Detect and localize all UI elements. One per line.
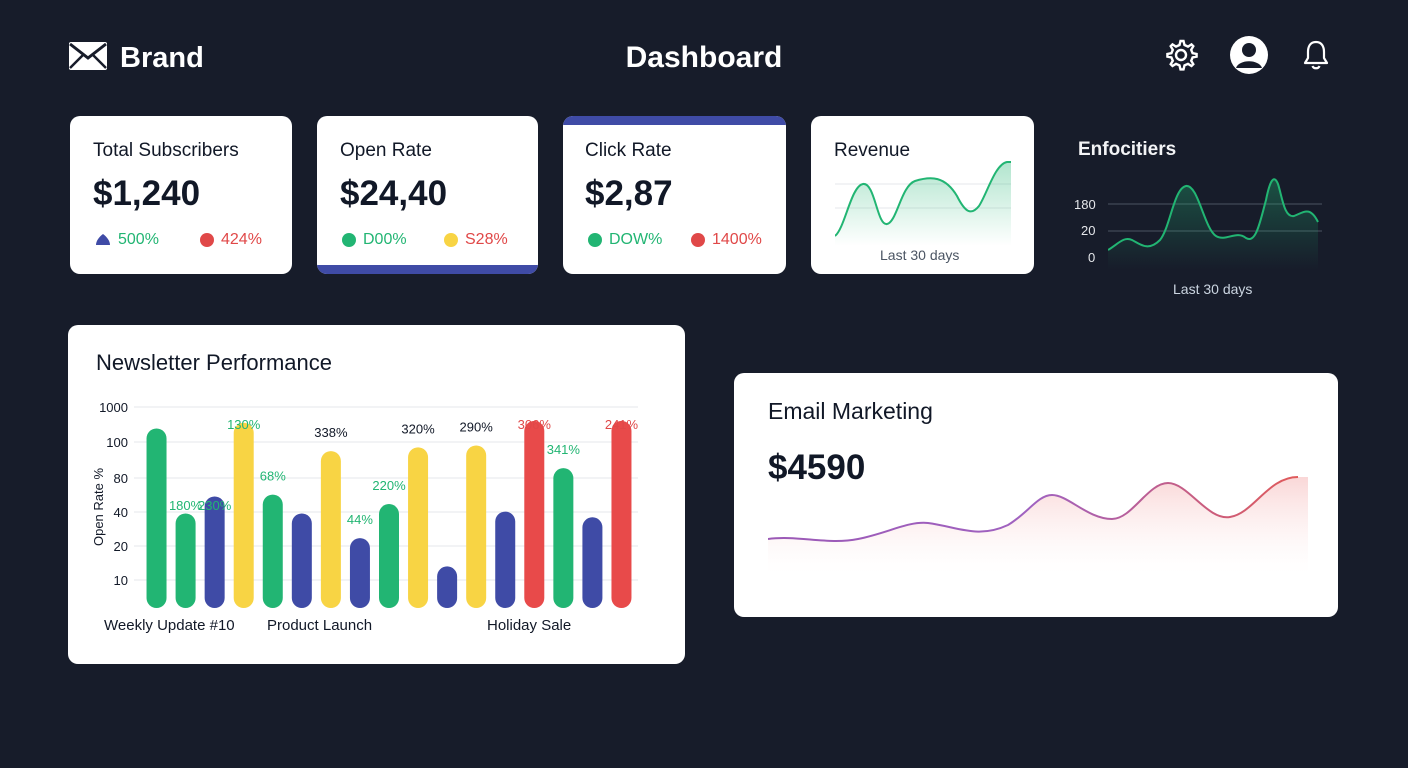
bar[interactable] [349, 538, 370, 608]
bar[interactable] [291, 513, 312, 609]
category-label: Holiday Sale [487, 617, 571, 634]
brand-name: Brand [120, 41, 204, 74]
category-label: Product Launch [267, 617, 372, 634]
bell-icon[interactable] [1296, 35, 1336, 75]
card-accent-bar [317, 265, 538, 274]
bar[interactable] [495, 511, 516, 608]
y-tick-label: 80 [114, 471, 128, 486]
bar-data-label: 341% [547, 442, 581, 457]
delta-negative: S28% [444, 231, 508, 249]
brand[interactable]: Brand [68, 38, 204, 78]
bar[interactable] [582, 517, 603, 608]
bar[interactable] [524, 420, 545, 608]
red-dot-icon [200, 233, 214, 247]
bar-data-label: 130% [227, 417, 261, 432]
stat-value: $1,240 [93, 174, 201, 213]
bar-data-label: 68% [260, 469, 286, 484]
bar[interactable] [611, 420, 632, 608]
delta-value: D00% [363, 231, 407, 248]
delta-value: 1400% [712, 231, 762, 248]
stat-value: $2,87 [585, 174, 673, 213]
y-tick: 20 [1081, 223, 1096, 238]
email-marketing-value: $4590 [768, 448, 866, 487]
bar-data-label: 290% [460, 419, 494, 434]
triangle-up-icon [96, 234, 110, 245]
stat-card-total-subscribers[interactable]: Total Subscribers $1,240 500% 424% [70, 116, 292, 274]
yellow-dot-icon [444, 233, 458, 247]
revenue-card[interactable]: Revenue Last 30 days [811, 116, 1034, 274]
delta-negative: 1400% [691, 231, 762, 249]
delta-value: S28% [465, 231, 508, 248]
email-marketing-title: Email Marketing [768, 398, 933, 424]
delta-positive: 500% [95, 231, 159, 249]
y-axis-label: Open Rate % [91, 468, 106, 546]
delta-value: 424% [221, 231, 262, 248]
bar[interactable] [233, 422, 254, 608]
bar-data-label: 220% [372, 478, 406, 493]
bar[interactable] [262, 494, 283, 608]
performance-chart: 1000 100 80 40 20 10 Open Rate % 180%230% 130% 68… [91, 400, 639, 634]
y-tick: 180 [1074, 197, 1096, 212]
delta-value: DOW% [609, 231, 663, 248]
stat-card-open-rate[interactable]: Open Rate $24,40 D00% S28% [317, 116, 538, 274]
revenue-title: Revenue [834, 140, 911, 161]
stat-title: Total Subscribers [93, 140, 239, 161]
bar-data-label: 338% [314, 425, 348, 440]
delta-negative: 424% [200, 231, 262, 249]
dark-widget-chart: 180 20 0 [1072, 170, 1328, 270]
bar[interactable] [437, 566, 458, 608]
green-dot-icon [342, 233, 356, 247]
bar-data-label: 241% [605, 417, 639, 432]
card-accent-bar [563, 116, 786, 125]
y-tick-label: 40 [114, 505, 128, 520]
y-tick-label: 10 [114, 573, 128, 588]
bar-data-label: 230% [198, 498, 232, 513]
mail-icon [68, 41, 108, 76]
bar[interactable] [379, 504, 399, 608]
category-label: Weekly Update #10 [104, 617, 235, 634]
delta-positive: DOW% [588, 231, 662, 249]
dark-widget-title: Enfocitiers [1078, 139, 1177, 160]
revenue-sparkline [835, 161, 1011, 246]
stat-title: Click Rate [585, 140, 672, 161]
y-tick-label: 100 [106, 435, 128, 450]
stat-card-click-rate[interactable]: Click Rate $2,87 DOW% 1400% [563, 116, 786, 274]
performance-card[interactable]: Newsletter Performance 1000 100 80 40 20 10 Op… [68, 325, 685, 664]
red-dot-icon [691, 233, 705, 247]
bar-data-label: 320% [401, 421, 435, 436]
stat-value: $24,40 [340, 174, 448, 213]
y-tick: 0 [1088, 250, 1096, 265]
bar[interactable] [204, 496, 225, 608]
email-marketing-wave [768, 476, 1308, 573]
dark-widget-caption: Last 30 days [1173, 281, 1253, 297]
bar-data-label: 44% [347, 512, 373, 527]
bar[interactable] [553, 468, 574, 608]
delta-value: 500% [118, 231, 159, 248]
bar-data-label: 180% [169, 498, 203, 513]
delta-positive: D00% [342, 231, 407, 249]
page-title: Dashboard [625, 41, 783, 74]
bar[interactable] [466, 445, 487, 608]
avatar-icon[interactable] [1229, 35, 1269, 75]
revenue-caption: Last 30 days [880, 247, 960, 263]
green-dot-icon [588, 233, 602, 247]
y-tick-label: 1000 [99, 400, 128, 415]
stat-title: Open Rate [340, 140, 432, 161]
bar[interactable] [320, 451, 341, 608]
y-tick-label: 20 [114, 539, 128, 554]
bar[interactable] [146, 428, 167, 608]
bar[interactable] [408, 447, 429, 608]
bar-data-label: 306% [518, 417, 552, 432]
bar[interactable] [175, 513, 196, 609]
email-marketing-card[interactable]: Email Marketing $4590 [734, 373, 1338, 617]
gear-icon[interactable] [1161, 35, 1201, 75]
performance-title: Newsletter Performance [96, 350, 332, 375]
dark-sparkline [1108, 178, 1322, 270]
